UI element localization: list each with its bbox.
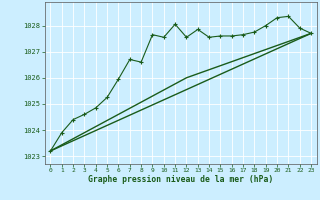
X-axis label: Graphe pression niveau de la mer (hPa): Graphe pression niveau de la mer (hPa) [88, 175, 273, 184]
